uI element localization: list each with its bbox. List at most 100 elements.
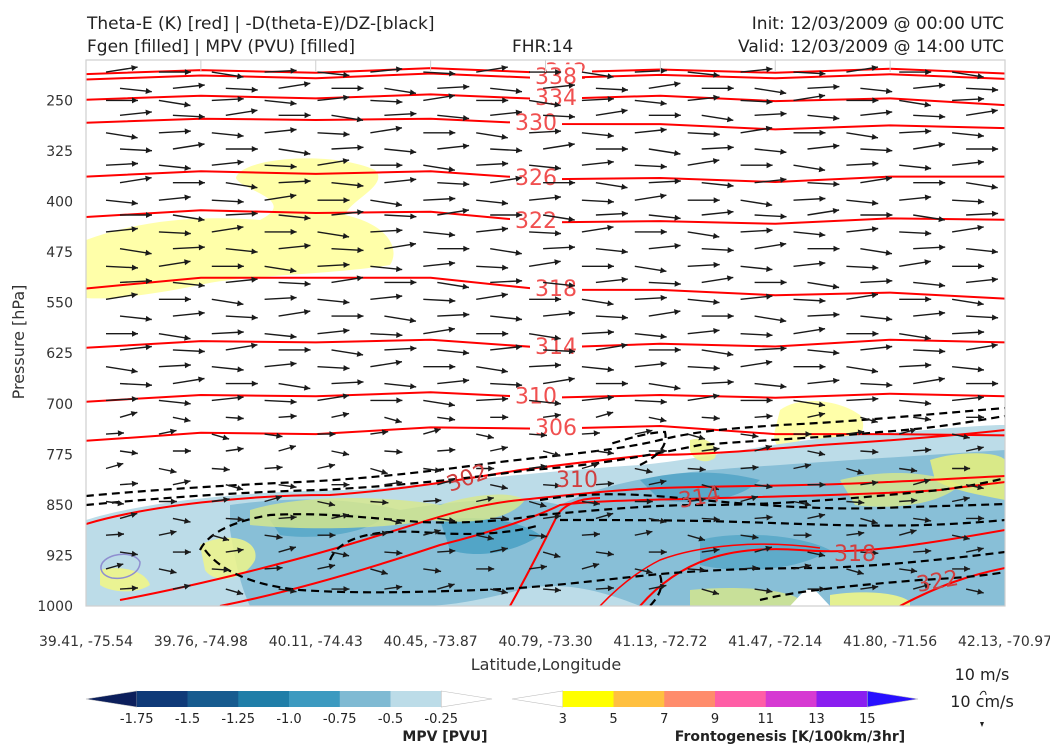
wind-vector-head: [540, 463, 547, 470]
wind-vector-head: [356, 275, 364, 282]
wind-vector-head: [237, 446, 244, 453]
wind-vector-head: [660, 228, 667, 235]
mpv-colorbar: -1.75 -1.5 -1.25 -1.0 -0.75 -0.5 -0.25: [85, 690, 493, 727]
wind-vector-head: [592, 562, 600, 569]
wind-vector-head: [833, 349, 840, 356]
wind-vector-head: [342, 393, 350, 400]
wind-vector-head: [991, 183, 998, 190]
wind-vector-head: [991, 108, 998, 115]
wind-vector-head: [410, 345, 417, 352]
wind-vector-head: [766, 98, 773, 105]
wind-vector-head: [554, 400, 561, 407]
wind-vector-head: [145, 175, 152, 182]
wind-vector-head: [117, 500, 124, 507]
colorbar-tick-label: 9: [711, 712, 719, 727]
wind-vector-head: [131, 160, 138, 167]
wind-vector-head: [502, 97, 509, 104]
wind-vector-head: [381, 468, 388, 475]
wind-vector-head: [501, 199, 508, 206]
wind-vector-head: [712, 233, 720, 239]
vector-ref-vertical: 10 cm/s: [950, 692, 1014, 711]
wind-vector-head: [131, 292, 138, 299]
y-tick-label: 325: [46, 144, 73, 160]
wind-vector-head: [607, 366, 614, 373]
wind-vector-head: [713, 261, 720, 268]
y-tick-label: 850: [46, 498, 73, 514]
wind-vector-head: [184, 448, 191, 454]
wind-vector-head: [963, 433, 970, 440]
wind-vector-head: [198, 113, 205, 120]
wind-vector-head: [554, 513, 561, 520]
wind-vector-head: [727, 182, 734, 189]
wind-vector-head: [130, 512, 138, 518]
contour-label-bg: [530, 276, 582, 301]
fgen-colorbar-title: Frontogenesis [K/100km/3hr]: [675, 729, 905, 745]
wind-vector-head: [145, 147, 152, 154]
wind-vector-head: [516, 278, 523, 285]
wind-vector-head: [236, 485, 244, 491]
wind-vector-head: [396, 549, 403, 556]
wind-vector-head: [699, 466, 706, 473]
wind-vector-head: [304, 214, 311, 221]
contour-label-322: 322: [515, 209, 557, 234]
wind-vector-head: [289, 444, 296, 451]
wind-vector-head: [343, 197, 350, 204]
wind-vector-head: [290, 294, 297, 301]
wind-vector-head: [554, 362, 561, 369]
wind-vector-head: [251, 314, 258, 321]
wind-vector-head: [448, 401, 455, 408]
x-tick-label: 39.41, -75.54: [39, 634, 133, 650]
contour-label-334: 334: [535, 86, 577, 111]
wind-vector-head: [909, 529, 917, 535]
x-tick-label: 39.76, -74.98: [154, 634, 248, 650]
x-tick-label: 41.13, -72.72: [613, 634, 707, 650]
wind-vector-head: [434, 467, 442, 474]
wind-vector-head: [977, 159, 984, 166]
wind-vector-head: [977, 73, 984, 80]
wind-vector-head: [726, 351, 734, 357]
wind-vector-head: [502, 264, 509, 271]
wind-vector-head: [515, 175, 522, 182]
wind-vector-head: [911, 497, 918, 504]
wind-vector-head: [978, 263, 985, 270]
wind-vector-head: [924, 194, 932, 201]
wind-vector-head: [487, 534, 494, 541]
wind-vector-head: [939, 348, 946, 355]
wind-vector-head: [765, 545, 772, 552]
wind-vector-head: [304, 346, 311, 353]
wind-vector-head: [462, 143, 470, 150]
wind-vector-head: [448, 166, 455, 173]
colorbar-segment: [390, 691, 442, 707]
wind-vector-head: [198, 216, 205, 223]
wind-vector-head: [645, 529, 653, 536]
wind-vector-head: [699, 566, 706, 573]
wind-vector-head: [779, 317, 787, 324]
wind-vector-head: [357, 144, 364, 151]
wind-vector-head: [198, 282, 205, 289]
wind-vector-head: [251, 108, 258, 115]
wind-vector-head: [290, 413, 297, 420]
wind-vector-head: [184, 194, 191, 201]
wind-vector-head: [833, 311, 840, 318]
wind-vector-head: [607, 550, 614, 557]
wind-vector-head: [607, 480, 614, 487]
wind-vector-head: [713, 328, 720, 334]
wind-vector-head: [448, 231, 456, 238]
wind-vector-head: [857, 468, 864, 475]
wind-vector-head: [304, 280, 311, 287]
wind-vector-head: [515, 249, 522, 256]
wind-vector-head: [924, 517, 932, 523]
wind-vector-head: [132, 330, 138, 337]
wind-vector-head: [251, 380, 258, 387]
wind-vector-head: [805, 431, 812, 438]
wind-vector-head: [410, 279, 417, 286]
colorbar-tick-label: -1.5: [175, 712, 200, 727]
wind-vector-head: [487, 433, 494, 440]
wind-vector-head: [237, 96, 244, 103]
vector-ref-arrow-vertical: [980, 722, 984, 727]
wind-vector-head: [462, 208, 469, 214]
colorbar-tick-label: -0.5: [378, 712, 403, 727]
wind-vector-head: [396, 332, 403, 338]
y-tick-label: 1000: [37, 599, 73, 615]
wind-vector-head: [554, 194, 561, 201]
